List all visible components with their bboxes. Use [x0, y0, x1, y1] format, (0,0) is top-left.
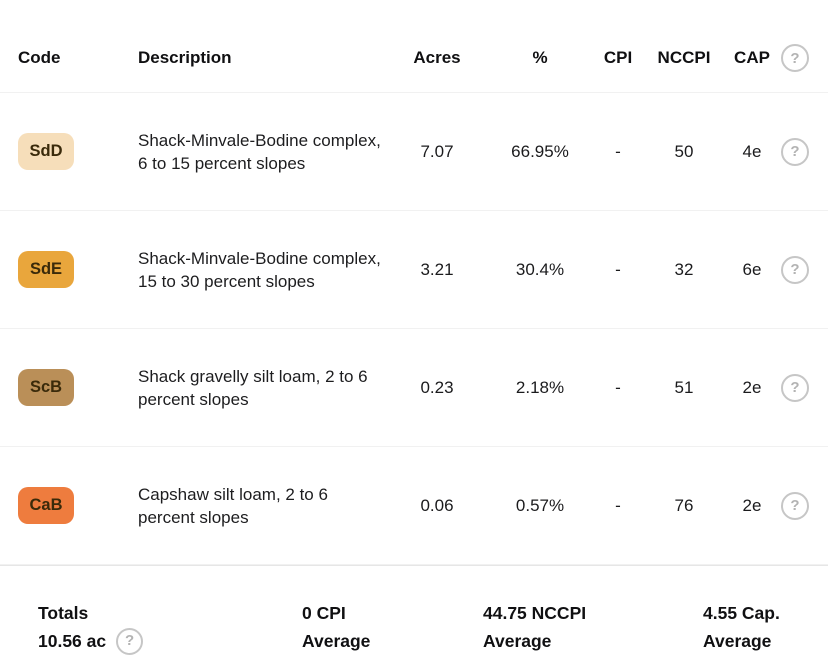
help-icon[interactable]: ? [116, 627, 144, 655]
cap-average-value: 4.55 Cap. [703, 603, 780, 623]
cpi-value: - [615, 495, 621, 515]
help-icon[interactable]: ? [781, 137, 809, 166]
soil-code-badge: ScB [18, 369, 74, 406]
percent-value: 0.57% [515, 495, 565, 515]
percent-value: 30.4% [515, 259, 565, 279]
cap-value: 4e [742, 141, 762, 161]
table-row: ScB Shack gravelly silt loam, 2 to 6 per… [0, 329, 828, 447]
cap-value: 2e [742, 377, 762, 397]
nccpi-value: 32 [674, 259, 694, 279]
table-row: SdD Shack-Minvale-Bodine complex, 6 to 1… [0, 93, 828, 211]
percent-value: 66.95% [511, 141, 569, 161]
cpi-value: - [615, 259, 621, 279]
totals-row: Totals 10.56 ac ? 0 CPI Average 44.75 NC… [0, 565, 828, 668]
cap-value: 6e [742, 259, 762, 279]
cpi-average-label: Average [302, 631, 371, 651]
help-icon[interactable]: ? [781, 44, 809, 72]
cpi-value: - [615, 141, 621, 161]
soil-description: Shack-Minvale-Bodine complex, 6 to 15 pe… [138, 130, 381, 173]
cpi-average-block: 0 CPI Average [302, 599, 370, 655]
totals-block: Totals 10.56 ac ? [38, 599, 144, 655]
nccpi-value: 50 [674, 141, 694, 161]
cpi-average-value: 0 CPI [302, 603, 346, 623]
table-header-row: Code Description Acres % CPI NCCPI CAP ? [0, 0, 828, 93]
col-header-description: Description [138, 48, 232, 67]
soil-code-badge: SdD [18, 133, 74, 170]
help-icon[interactable]: ? [781, 491, 809, 520]
percent-value: 2.18% [515, 377, 565, 397]
col-header-acres: Acres [413, 48, 461, 67]
soil-description: Shack gravelly silt loam, 2 to 6 percent… [138, 366, 368, 409]
col-header-nccpi: NCCPI [657, 48, 711, 67]
soil-description: Shack-Minvale-Bodine complex, 15 to 30 p… [138, 248, 381, 291]
help-icon[interactable]: ? [781, 373, 809, 402]
table-row: SdE Shack-Minvale-Bodine complex, 15 to … [0, 211, 828, 329]
soil-description: Capshaw silt loam, 2 to 6 percent slopes [138, 484, 328, 527]
col-header-cpi: CPI [603, 48, 633, 67]
cap-average-label: Average [703, 631, 772, 651]
totals-acres-value: 10.56 ac [38, 631, 107, 651]
nccpi-value: 76 [674, 495, 694, 515]
nccpi-average-block: 44.75 NCCPI Average [483, 599, 586, 655]
col-header-cap: CAP [734, 48, 770, 67]
soil-code-badge: CaB [18, 487, 74, 524]
nccpi-average-value: 44.75 NCCPI [483, 603, 587, 623]
acres-value: 3.21 [420, 259, 454, 279]
cpi-value: - [615, 377, 621, 397]
col-header-code: Code [18, 48, 61, 67]
help-icon[interactable]: ? [781, 255, 809, 284]
nccpi-average-label: Average [483, 631, 552, 651]
nccpi-value: 51 [674, 377, 694, 397]
acres-value: 7.07 [420, 141, 454, 161]
col-header-percent: % [532, 48, 548, 67]
cap-value: 2e [742, 495, 762, 515]
acres-value: 0.23 [420, 377, 454, 397]
soil-code-badge: SdE [18, 251, 74, 288]
cap-average-block: 4.55 Cap. Average [703, 599, 780, 655]
table-row: CaB Capshaw silt loam, 2 to 6 percent sl… [0, 447, 828, 565]
acres-value: 0.06 [420, 495, 454, 515]
totals-label: Totals [38, 603, 89, 623]
